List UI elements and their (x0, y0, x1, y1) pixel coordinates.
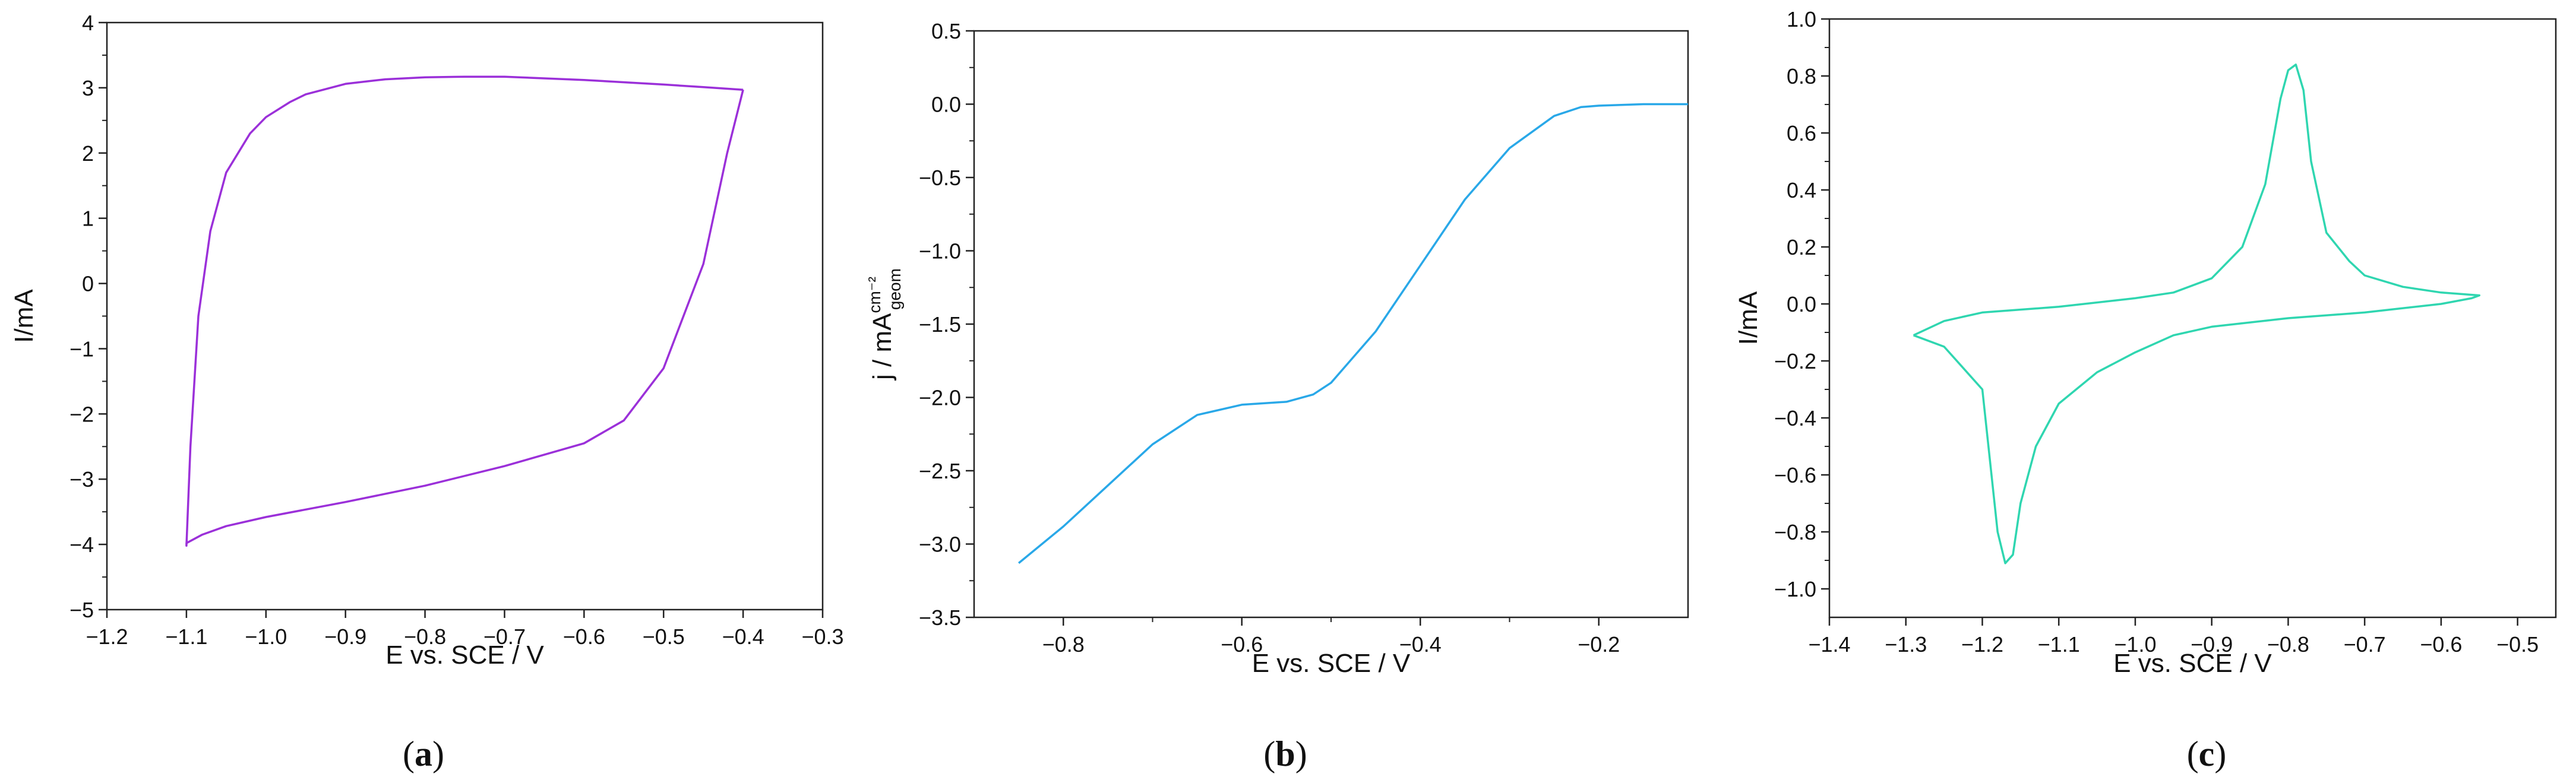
y-tick-label: 0.6 (1787, 121, 1816, 145)
y-axis-label-sub: geom (886, 268, 904, 310)
panel-c-chart: −1.0 −0.8 −0.6 −0.4 −0.2 0.0 0.2 0.4 0.6 0.8 1.0 −… (1734, 7, 2557, 773)
y-tick-label: −1.5 (919, 312, 961, 337)
x-tick-label: −1.1 (2038, 632, 2080, 657)
x-tick-label: −0.4 (722, 624, 764, 649)
y-tick-label: −1 (69, 337, 94, 361)
y-tick-label: 0.0 (1787, 292, 1816, 316)
data-series (1913, 64, 2481, 565)
y-tick-label: −0.6 (1774, 463, 1816, 487)
y-tick-label: −3 (69, 467, 94, 492)
x-ticks: −1.4 −1.3 −1.2 −1.1 −1.0 −0.9 −0.8 −0.7 −0.6 −0.5 (1808, 617, 2539, 657)
y-tick-label: 4 (82, 11, 94, 35)
y-tick-label: 2 (82, 141, 94, 166)
y-tick-label: 1 (82, 207, 94, 231)
x-tick-label: −0.6 (2420, 632, 2462, 657)
y-tick-label: −5 (69, 598, 94, 622)
plot-frame (1828, 18, 2557, 619)
x-tick-label: −0.9 (324, 624, 366, 649)
x-tick-label: −1.4 (1808, 632, 1850, 657)
y-tick-label: −0.8 (1774, 520, 1816, 544)
y-tick-label: −2 (69, 402, 94, 426)
data-series (185, 75, 744, 547)
panel-caption: (b) (1263, 734, 1307, 773)
y-axis-label-main: j / mA (868, 313, 897, 381)
y-tick-label: −4 (69, 532, 94, 557)
y-tick-label: −3.5 (919, 605, 961, 630)
y-tick-label: −0.5 (919, 166, 961, 190)
y-ticks: −3.5 −3.0 −2.5 −2.0 −1.5 −1.0 −0.5 0.0 0.5 (919, 19, 974, 630)
panel-a-chart: −5 −4 −3 −2 −1 0 1 2 3 4 −1.2 −1.1 −1.0 −0.9 −0.8 −0.7… (10, 11, 844, 773)
y-tick-label: 0.0 (931, 93, 961, 117)
y-axis-label: I/mA (1734, 291, 1763, 345)
y-tick-label: −2.5 (919, 459, 961, 483)
x-tick-label: −0.5 (643, 624, 685, 649)
x-tick-label: −0.9 (2191, 632, 2233, 657)
panel-caption: (a) (403, 734, 444, 773)
plot-frame (973, 30, 1689, 619)
data-series (1017, 103, 1688, 564)
y-tick-label: 0.4 (1787, 178, 1816, 202)
x-axis-label: E vs. SCE / V (385, 641, 544, 670)
x-tick-label: −0.8 (2267, 632, 2309, 657)
x-tick-label: −0.5 (2496, 632, 2539, 657)
x-tick-label: −0.8 (1042, 632, 1085, 657)
y-axis-label-sup: cm⁻² (865, 277, 884, 313)
y-tick-label: −0.2 (1774, 349, 1816, 373)
y-axis-label: I/mA (10, 289, 39, 343)
y-ticks: −1.0 −0.8 −0.6 −0.4 −0.2 0.0 0.2 0.4 0.6 0.8 1.0 (1774, 7, 1829, 601)
panel-caption-letter: c (2199, 734, 2215, 773)
y-tick-label: 3 (82, 76, 94, 100)
x-tick-label: −1.2 (1961, 632, 2003, 657)
y-tick-label: 1.0 (1787, 7, 1816, 31)
x-tick-label: −1.2 (86, 624, 128, 649)
x-axis-label: E vs. SCE / V (2113, 649, 2272, 678)
x-tick-label: −0.7 (2344, 632, 2386, 657)
x-tick-label: −1.3 (1885, 632, 1927, 657)
x-tick-label: −0.8 (404, 624, 446, 649)
panel-caption: (c) (2187, 734, 2227, 773)
series-line (185, 75, 744, 547)
y-tick-label: −1.0 (919, 239, 961, 264)
x-tick-label: −0.6 (1221, 632, 1263, 657)
x-tick-label: −0.4 (1399, 632, 1442, 657)
y-tick-label: 0 (82, 272, 94, 296)
panel-caption-letter: b (1275, 734, 1295, 773)
x-tick-label: −0.6 (563, 624, 605, 649)
y-tick-label: −3.0 (919, 532, 961, 557)
series-line (1913, 64, 2481, 565)
x-axis-label: E vs. SCE / V (1252, 649, 1411, 678)
y-tick-label: −1.0 (1774, 577, 1816, 601)
x-ticks: −1.2 −1.1 −1.0 −0.9 −0.8 −0.7 −0.6 −0.5 −0.4 −0.3 (86, 610, 844, 649)
x-tick-label: −1.0 (2114, 632, 2156, 657)
y-tick-label: −0.4 (1774, 406, 1816, 430)
series-line (1017, 103, 1688, 564)
y-tick-label: −2.0 (919, 386, 961, 410)
x-tick-label: −1.1 (165, 624, 207, 649)
panel-caption-letter: a (415, 734, 432, 773)
plot-frame (106, 21, 824, 611)
y-tick-label: 0.8 (1787, 64, 1816, 88)
x-ticks: −0.8 −0.6 −0.4 −0.2 (1042, 617, 1620, 657)
panel-b-chart: −3.5−3.0−2.5−2.0−1.5−1.0−0.50.00.5 −0.8−… (865, 19, 1689, 773)
x-tick-label: −0.2 (1578, 632, 1620, 657)
x-tick-label: −0.3 (801, 624, 843, 649)
y-tick-label: 0.5 (931, 19, 961, 43)
y-tick-label: 0.2 (1787, 235, 1816, 259)
x-tick-label: −1.0 (245, 624, 287, 649)
y-ticks: −5 −4 −3 −2 −1 0 1 2 3 4 (69, 11, 107, 622)
x-tick-label: −0.7 (483, 624, 526, 649)
y-axis-label: j / mAcm⁻² geom (865, 268, 904, 381)
